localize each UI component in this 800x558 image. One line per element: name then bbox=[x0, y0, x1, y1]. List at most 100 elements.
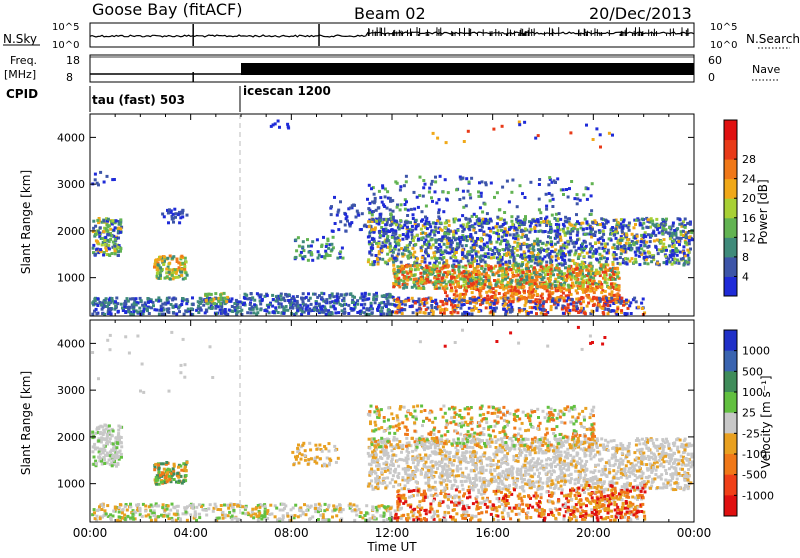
echo-cell bbox=[437, 274, 440, 277]
echo-cell bbox=[503, 300, 506, 303]
echo-cell bbox=[564, 306, 567, 309]
echo-cell bbox=[461, 177, 464, 180]
echo-cell bbox=[279, 302, 282, 305]
echo-cell bbox=[671, 263, 674, 266]
echo-cell bbox=[404, 303, 407, 306]
echo-cell bbox=[551, 300, 554, 303]
echo-cell bbox=[448, 252, 451, 255]
echo-cell bbox=[549, 199, 552, 202]
echo-cell bbox=[406, 255, 409, 258]
echo-cell bbox=[562, 223, 565, 226]
echo-cell bbox=[604, 290, 607, 293]
echo-cell bbox=[126, 306, 129, 309]
echo-cell bbox=[356, 311, 359, 314]
echo-cell bbox=[577, 247, 580, 250]
echo-cell bbox=[102, 444, 105, 447]
echo-cell bbox=[333, 196, 336, 199]
echo-cell bbox=[578, 282, 581, 285]
echo-cell bbox=[590, 209, 593, 212]
echo-cell bbox=[223, 310, 226, 313]
echo-cell bbox=[626, 263, 629, 266]
echo-cell bbox=[231, 310, 234, 313]
echo-cell bbox=[484, 280, 487, 283]
echo-cell bbox=[368, 250, 371, 253]
echo-cell bbox=[545, 224, 548, 227]
echo-cell bbox=[673, 244, 676, 247]
nsearch-tick-bottom: 10^0 bbox=[710, 40, 737, 51]
echo-cell bbox=[307, 245, 310, 248]
echo-cell bbox=[600, 291, 603, 294]
echo-cell bbox=[521, 274, 524, 277]
echo-cell bbox=[581, 242, 584, 245]
echo-cell bbox=[392, 216, 395, 219]
echo-cell bbox=[510, 268, 513, 271]
echo-cell bbox=[573, 262, 576, 265]
echo-cell bbox=[409, 264, 412, 267]
echo-cell bbox=[301, 298, 304, 301]
echo-cell bbox=[592, 297, 595, 300]
echo-cell bbox=[210, 293, 213, 296]
echo-cell bbox=[456, 259, 459, 262]
echo-cell bbox=[550, 243, 553, 246]
echo-cell bbox=[546, 254, 549, 257]
echo-cell bbox=[373, 293, 376, 296]
echo-cell bbox=[352, 204, 355, 207]
echo-cell bbox=[557, 241, 560, 244]
echo-cell bbox=[510, 310, 513, 313]
echo-cell bbox=[95, 248, 98, 251]
echo-cell bbox=[259, 303, 262, 306]
echo-cell bbox=[327, 247, 330, 250]
echo-cell bbox=[368, 211, 371, 214]
echo-cell bbox=[94, 173, 97, 176]
echo-cell bbox=[384, 223, 387, 226]
echo-cell bbox=[181, 215, 184, 218]
echo-cell bbox=[462, 190, 465, 193]
echo-cell bbox=[325, 309, 328, 312]
echo-cell bbox=[337, 211, 340, 214]
echo-cell bbox=[393, 268, 396, 271]
echo-cell bbox=[384, 195, 387, 198]
echo-cell bbox=[155, 258, 158, 261]
echo-cell bbox=[522, 285, 525, 288]
echo-cell bbox=[402, 280, 405, 283]
echo-cell bbox=[660, 250, 663, 253]
echo-cell bbox=[542, 220, 545, 223]
echo-cell bbox=[508, 300, 511, 303]
echo-cell bbox=[403, 276, 406, 279]
echo-cell bbox=[219, 293, 222, 296]
echo-cell bbox=[549, 223, 552, 226]
echo-cell bbox=[556, 226, 559, 229]
echo-cell bbox=[520, 230, 523, 233]
freq-label-2: [MHz] bbox=[4, 68, 36, 81]
echo-cell bbox=[488, 290, 491, 293]
echo-cell bbox=[560, 239, 563, 242]
echo-cell bbox=[172, 277, 175, 280]
echo-cell bbox=[100, 304, 103, 307]
echo-cell bbox=[403, 184, 406, 187]
echo-cell bbox=[536, 285, 539, 288]
echo-cell bbox=[146, 297, 149, 300]
echo-cell bbox=[604, 242, 607, 245]
echo-cell bbox=[448, 280, 451, 283]
echo-cell bbox=[675, 234, 678, 237]
echo-cell bbox=[607, 220, 610, 223]
echo-cell bbox=[419, 311, 422, 314]
echo-cell bbox=[431, 180, 434, 183]
echo-cell bbox=[435, 202, 438, 205]
echo-cell bbox=[416, 234, 419, 237]
echo-cell bbox=[427, 254, 430, 257]
echo-cell bbox=[439, 222, 442, 225]
echo-cell bbox=[320, 296, 323, 299]
echo-cell bbox=[356, 303, 359, 306]
echo-cell bbox=[332, 230, 335, 233]
echo-cell bbox=[454, 286, 457, 289]
echo-cell bbox=[586, 198, 589, 201]
echo-cell bbox=[504, 292, 507, 295]
echo-cell bbox=[399, 225, 402, 228]
echo-cell bbox=[492, 273, 495, 276]
echo-cell bbox=[579, 272, 582, 275]
echo-cell bbox=[417, 287, 420, 290]
echo-cell bbox=[483, 299, 486, 302]
echo-cell bbox=[654, 234, 657, 237]
echo-cell bbox=[243, 302, 246, 305]
